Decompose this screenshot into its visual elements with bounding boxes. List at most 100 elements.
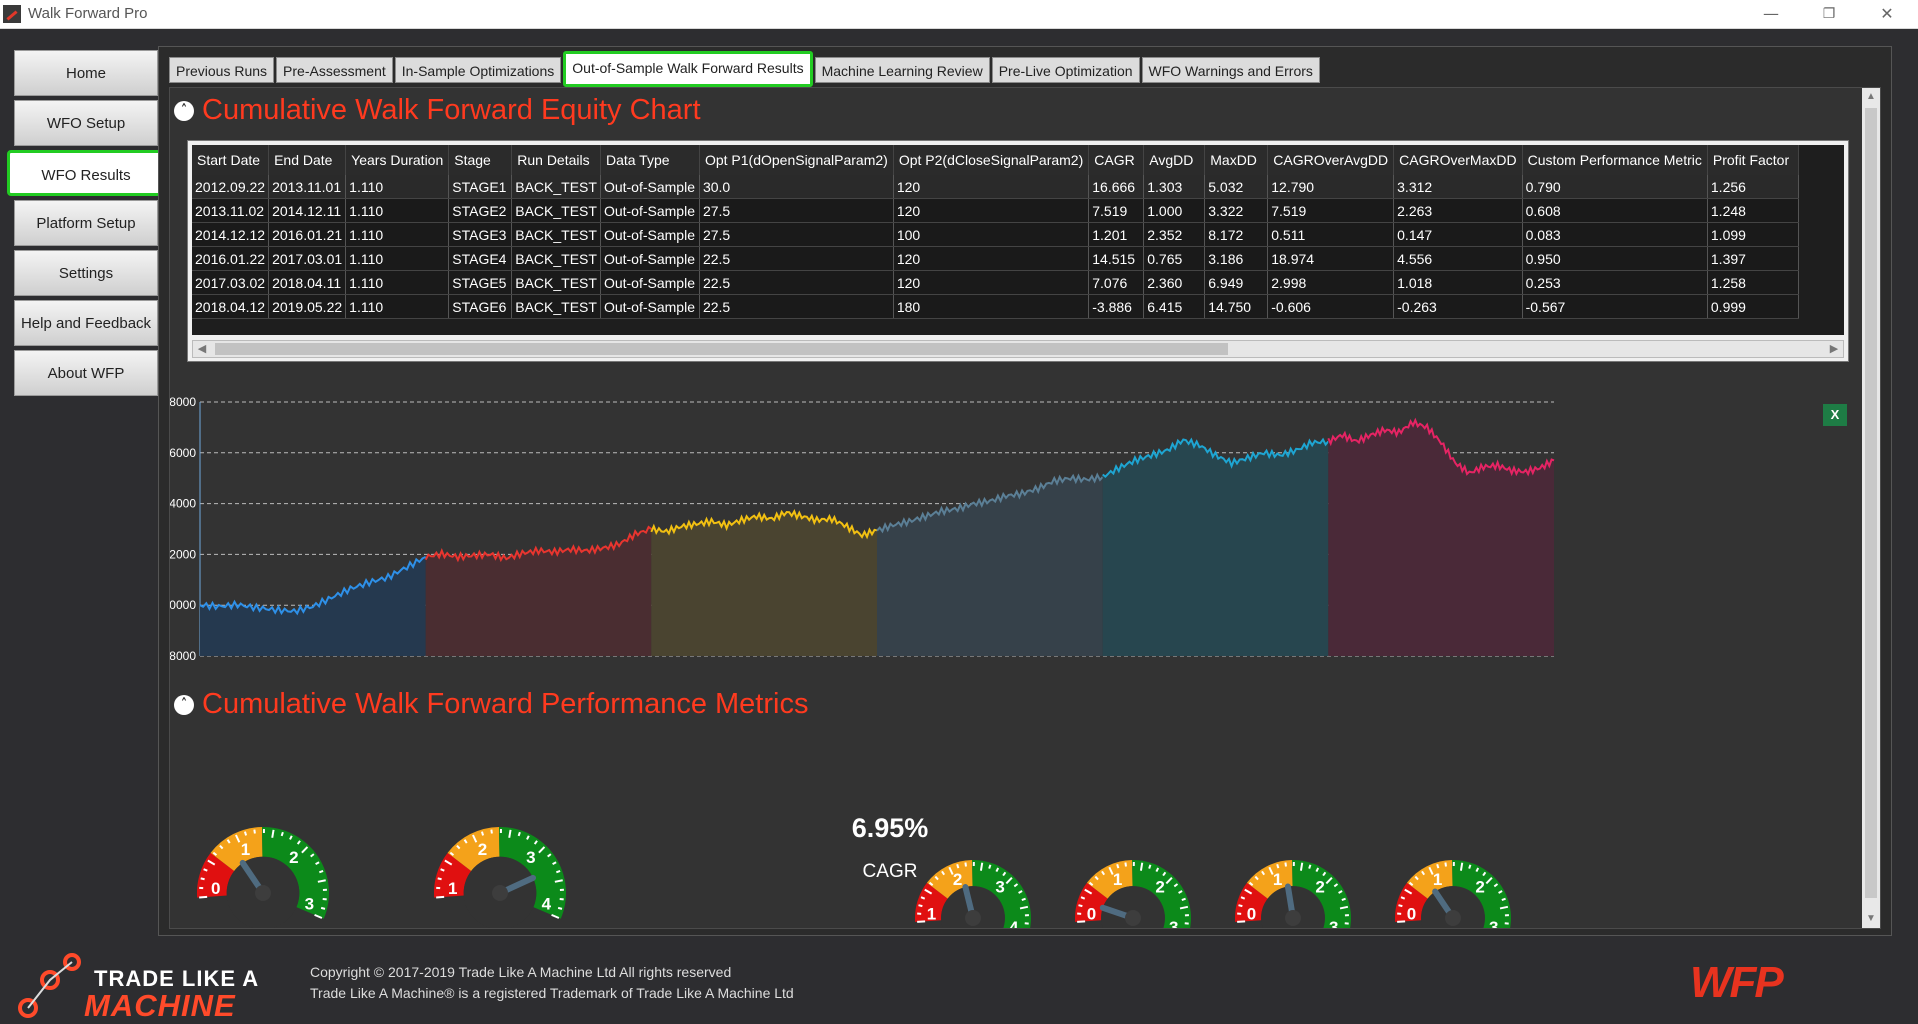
table-cell: 1.397 xyxy=(1707,247,1798,271)
table-cell: BACK_TEST xyxy=(512,223,601,247)
scroll-thumb[interactable] xyxy=(1865,108,1877,898)
table-cell: 180 xyxy=(893,295,1088,319)
gauge-tick-label: 1 xyxy=(1273,870,1282,889)
tab-strip: Previous Runs Pre-Assessment In-Sample O… xyxy=(169,57,1322,84)
window-title: Walk Forward Pro xyxy=(28,5,147,22)
table-cell: -3.886 xyxy=(1089,295,1144,319)
table-cell: 2017.03.01 xyxy=(269,247,346,271)
tab-content: ˄ Cumulative Walk Forward Equity Chart S… xyxy=(169,87,1881,929)
table-cell: 2.998 xyxy=(1268,271,1394,295)
cagr-label: CAGR xyxy=(790,861,990,883)
scroll-left-icon[interactable]: ◀ xyxy=(193,341,211,357)
column-header[interactable]: Data Type xyxy=(600,145,699,175)
excel-export-icon[interactable]: X xyxy=(1823,404,1847,426)
table-cell: STAGE2 xyxy=(449,199,512,223)
table-cell: 1.256 xyxy=(1707,175,1798,199)
sidebar: Home WFO Setup WFO Results Platform Setu… xyxy=(14,50,158,400)
table-cell: 27.5 xyxy=(699,199,893,223)
gauge-tick-label: 3 xyxy=(305,894,314,913)
table-cell: -0.567 xyxy=(1522,295,1707,319)
table-cell: -0.263 xyxy=(1394,295,1522,319)
tab-wfo-warnings-errors[interactable]: WFO Warnings and Errors xyxy=(1142,57,1320,83)
nav-about[interactable]: About WFP xyxy=(14,350,158,396)
tab-machine-learning-review[interactable]: Machine Learning Review xyxy=(815,57,990,83)
table-cell: Out-of-Sample xyxy=(600,295,699,319)
column-header[interactable]: End Date xyxy=(269,145,346,175)
column-header[interactable]: Start Date xyxy=(192,145,269,175)
table-cell: 7.519 xyxy=(1089,199,1144,223)
column-header[interactable]: Stage xyxy=(449,145,512,175)
column-header[interactable]: CAGROverMaxDD xyxy=(1394,145,1522,175)
table-cell: 1.258 xyxy=(1707,271,1798,295)
tab-out-of-sample-results[interactable]: Out-of-Sample Walk Forward Results xyxy=(563,51,812,87)
table-cell: STAGE4 xyxy=(449,247,512,271)
table-cell: 7.076 xyxy=(1089,271,1144,295)
table-cell: 2012.09.22 xyxy=(192,175,269,199)
restore-button[interactable]: ❐ xyxy=(1806,0,1852,28)
gauge-tick-label: 1 xyxy=(927,904,936,923)
column-header[interactable]: CAGROverAvgDD xyxy=(1268,145,1394,175)
table-cell: 6.949 xyxy=(1205,271,1268,295)
gauge-tick-label: 4 xyxy=(542,894,552,913)
scroll-down-icon[interactable]: ▼ xyxy=(1862,910,1880,928)
gauge-tick-label: 3 xyxy=(1169,918,1178,929)
column-header[interactable]: Opt P1(dOpenSignalParam2) xyxy=(699,145,893,175)
column-header[interactable]: CAGR xyxy=(1089,145,1144,175)
table-cell: 2.263 xyxy=(1394,199,1522,223)
y-tick-label: 10000 xyxy=(170,598,196,612)
scroll-thumb[interactable] xyxy=(215,343,1228,355)
table-cell: 100 xyxy=(893,223,1088,247)
gauge-tick-label: 3 xyxy=(1329,918,1338,929)
scroll-up-icon[interactable]: ▲ xyxy=(1862,88,1880,106)
tab-pre-live-optimization[interactable]: Pre-Live Optimization xyxy=(992,57,1140,83)
table-cell: 1.201 xyxy=(1089,223,1144,247)
column-header[interactable]: Profit Factor xyxy=(1707,145,1798,175)
logo-text-line2: MACHINE xyxy=(84,988,236,1024)
y-tick-label: 14000 xyxy=(170,497,196,511)
nav-wfo-results[interactable]: WFO Results xyxy=(7,150,165,196)
table-cell: BACK_TEST xyxy=(512,199,601,223)
minimize-button[interactable]: — xyxy=(1748,0,1794,28)
column-header[interactable]: Years Duration xyxy=(346,145,449,175)
gauge-tick-label: 2 xyxy=(1155,877,1164,896)
nav-settings[interactable]: Settings xyxy=(14,250,158,296)
horizontal-scrollbar[interactable]: ◀ ▶ xyxy=(192,340,1844,358)
nav-home[interactable]: Home xyxy=(14,50,158,96)
column-header[interactable]: Opt P2(dCloseSignalParam2) xyxy=(893,145,1088,175)
table-cell: 2.352 xyxy=(1144,223,1205,247)
nav-wfo-setup[interactable]: WFO Setup xyxy=(14,100,158,146)
gauge-tick-label: 2 xyxy=(289,848,298,867)
table-cell: 14.515 xyxy=(1089,247,1144,271)
table-cell: 2016.01.21 xyxy=(269,223,346,247)
close-button[interactable]: ✕ xyxy=(1864,0,1910,28)
table-cell: Out-of-Sample xyxy=(600,175,699,199)
gauge-tick-label: 1 xyxy=(1433,870,1442,889)
nav-platform-setup[interactable]: Platform Setup xyxy=(14,200,158,246)
vertical-scrollbar[interactable]: ▲ ▼ xyxy=(1862,88,1880,928)
gauge-tick-label: 3 xyxy=(1489,918,1498,929)
scroll-right-icon[interactable]: ▶ xyxy=(1825,341,1843,357)
column-header[interactable]: Custom Performance Metric xyxy=(1522,145,1707,175)
column-header[interactable]: MaxDD xyxy=(1205,145,1268,175)
cagr-value: 6.95% xyxy=(790,813,990,844)
gauge-tick-label: 0 xyxy=(1247,904,1256,923)
tab-previous-runs[interactable]: Previous Runs xyxy=(169,57,274,83)
column-header[interactable]: Run Details xyxy=(512,145,601,175)
collapse-icon[interactable]: ˄ xyxy=(174,695,194,715)
nav-help-feedback[interactable]: Help and Feedback xyxy=(14,300,158,346)
collapse-icon[interactable]: ˄ xyxy=(174,101,194,121)
table-cell: STAGE6 xyxy=(449,295,512,319)
tab-in-sample-optimizations[interactable]: In-Sample Optimizations xyxy=(395,57,562,83)
column-header[interactable]: AvgDD xyxy=(1144,145,1205,175)
table-cell: 8.172 xyxy=(1205,223,1268,247)
table-cell: 1.248 xyxy=(1707,199,1798,223)
tab-pre-assessment[interactable]: Pre-Assessment xyxy=(276,57,393,83)
